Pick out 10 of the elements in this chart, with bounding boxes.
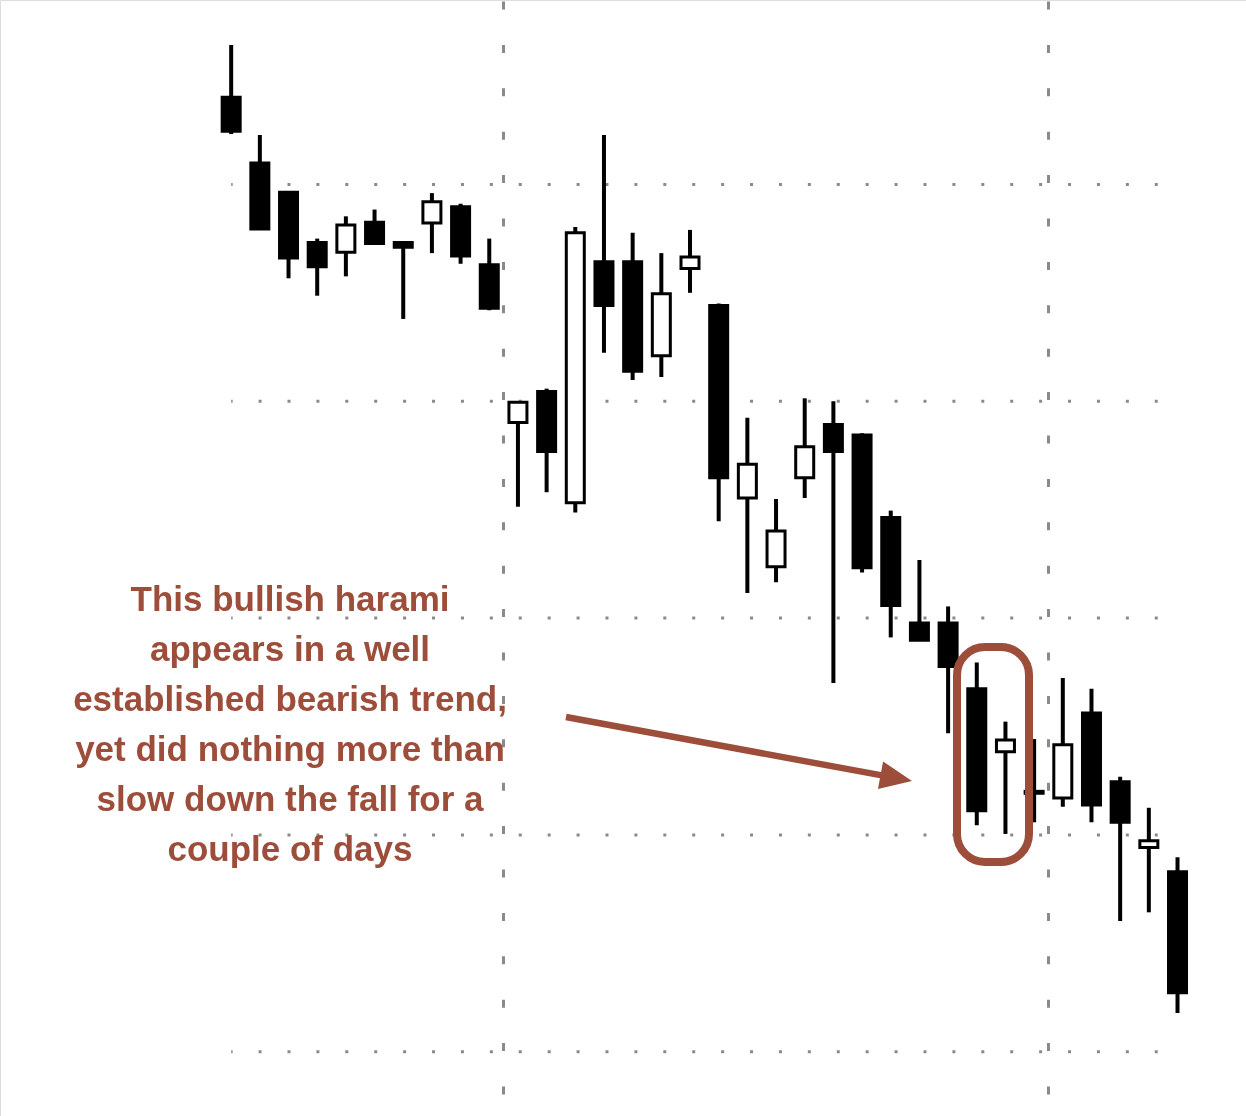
candlestick: [679, 229, 701, 293]
candlestick: [507, 400, 529, 507]
candlestick: [908, 559, 930, 642]
annotation: This bullish harami appears in a well established bearish trend, yet did nothing more than slow down the fall for a couple of days: [73, 579, 507, 868]
candlestick: [1138, 807, 1160, 913]
candlestick: [364, 209, 386, 245]
candlestick: [421, 193, 443, 254]
candlestick: [994, 721, 1016, 834]
candlestick: [822, 401, 844, 683]
candlestick: [392, 240, 414, 319]
